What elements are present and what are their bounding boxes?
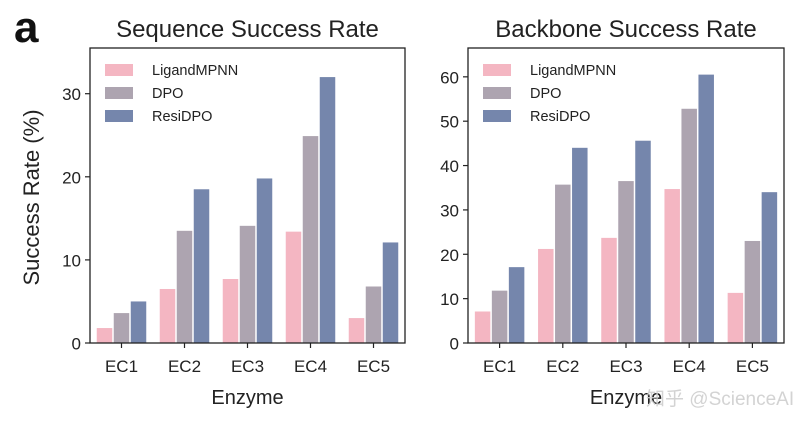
sequence-bar-residpo-ec5: [382, 242, 399, 343]
backbone-legend-label-ligandmpnn: LigandMPNN: [530, 63, 616, 79]
sequence-legend-label-residpo: ResiDPO: [152, 109, 212, 125]
sequence-xtick-label-ec4: EC4: [294, 357, 327, 376]
sequence-ytick-label: 20: [62, 168, 81, 187]
backbone-ytick-label: 60: [440, 68, 459, 87]
sequence-legend-swatch-residpo: [105, 110, 133, 122]
backbone-ytick-label: 0: [450, 335, 459, 354]
backbone-xtick-label-ec3: EC3: [609, 357, 642, 376]
sequence-bar-dpo-ec4: [302, 136, 319, 343]
backbone-bar-residpo-ec4: [698, 74, 714, 343]
sequence-legend-label-dpo: DPO: [152, 86, 183, 102]
backbone-ytick-label: 30: [440, 201, 459, 220]
sequence-bar-ligandmpnn-ec1: [96, 328, 113, 343]
sequence-x-axis-label: Enzyme: [211, 387, 283, 409]
backbone-legend-swatch-residpo: [483, 110, 511, 122]
sequence-xtick-label-ec1: EC1: [105, 357, 138, 376]
backbone-bar-ligandmpnn-ec2: [538, 248, 554, 343]
sequence-bar-dpo-ec5: [365, 286, 382, 343]
backbone-bar-residpo-ec2: [572, 147, 588, 343]
backbone-bar-residpo-ec5: [761, 192, 778, 343]
backbone-ytick-label: 50: [440, 113, 459, 132]
sequence-xtick-label-ec5: EC5: [357, 357, 390, 376]
backbone-bar-dpo-ec4: [681, 108, 697, 343]
backbone-bar-dpo-ec3: [618, 181, 634, 343]
backbone-xtick-label-ec2: EC2: [546, 357, 579, 376]
sequence-ytick-label: 0: [72, 335, 81, 354]
backbone-bar-dpo-ec5: [744, 240, 761, 343]
sequence-bar-dpo-ec3: [239, 225, 256, 343]
backbone-ytick-label: 20: [440, 246, 459, 265]
sequence-legend-swatch-dpo: [105, 87, 133, 99]
backbone-legend-swatch-dpo: [483, 87, 511, 99]
sequence-bar-residpo-ec1: [130, 301, 147, 343]
backbone-chart-title: Backbone Success Rate: [495, 16, 756, 43]
sequence-bar-dpo-ec1: [113, 313, 130, 343]
backbone-xtick-label-ec4: EC4: [673, 357, 706, 376]
sequence-ytick-label: 10: [62, 251, 81, 270]
sequence-bar-dpo-ec2: [176, 230, 193, 343]
sequence-xtick-label-ec2: EC2: [168, 357, 201, 376]
sequence-ytick-label: 30: [62, 85, 81, 104]
backbone-legend-label-dpo: DPO: [530, 86, 561, 102]
sequence-bar-residpo-ec2: [193, 189, 210, 343]
backbone-bar-dpo-ec1: [491, 290, 508, 343]
sequence-bar-ligandmpnn-ec4: [285, 231, 302, 343]
sequence-bar-ligandmpnn-ec3: [222, 279, 239, 343]
backbone-xtick-label-ec5: EC5: [736, 357, 769, 376]
backbone-x-axis-label: Enzyme: [590, 387, 662, 409]
backbone-bar-ligandmpnn-ec5: [727, 292, 744, 343]
watermark: 知乎 @ScienceAI: [646, 389, 795, 410]
backbone-ytick-label: 40: [440, 157, 459, 176]
sequence-bar-residpo-ec4: [319, 77, 336, 344]
backbone-legend-swatch-ligandmpnn: [483, 64, 511, 76]
sequence-legend-label-ligandmpnn: LigandMPNN: [152, 63, 238, 79]
sequence-bar-ligandmpnn-ec2: [159, 288, 176, 343]
sequence-bar-ligandmpnn-ec5: [348, 318, 365, 343]
backbone-ytick-label: 10: [440, 290, 459, 309]
sequence-xtick-label-ec3: EC3: [231, 357, 264, 376]
backbone-bar-ligandmpnn-ec1: [474, 311, 491, 343]
panel-label: a: [14, 3, 39, 52]
backbone-xtick-label-ec1: EC1: [483, 357, 516, 376]
sequence-legend-swatch-ligandmpnn: [105, 64, 133, 76]
backbone-bar-dpo-ec2: [555, 184, 571, 343]
backbone-legend-label-residpo: ResiDPO: [530, 109, 590, 125]
backbone-bar-ligandmpnn-ec4: [664, 189, 680, 343]
backbone-bar-residpo-ec1: [508, 267, 525, 343]
sequence-bar-residpo-ec3: [256, 178, 273, 343]
sequence-y-axis-label: Success Rate (%): [19, 109, 44, 285]
sequence-chart-title: Sequence Success Rate: [116, 16, 379, 43]
backbone-bar-residpo-ec3: [635, 140, 651, 343]
backbone-bar-ligandmpnn-ec3: [601, 237, 617, 343]
